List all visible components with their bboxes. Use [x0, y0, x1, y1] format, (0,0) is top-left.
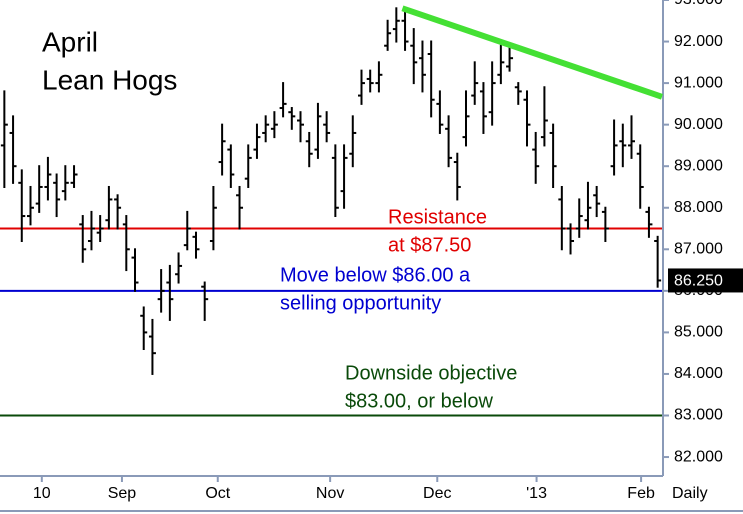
y-tick-label: 93.000 [674, 0, 723, 8]
last-price-box [668, 268, 743, 293]
annotation: at $87.50 [388, 234, 471, 256]
y-tick-label: 89.000 [674, 157, 723, 174]
y-tick-label: 87.000 [674, 241, 723, 258]
chart-title: Lean Hogs [42, 64, 177, 95]
y-tick-label: 83.000 [674, 407, 723, 424]
period-label: Daily [672, 485, 708, 502]
y-tick-label: 88.000 [674, 199, 723, 216]
annotation: $83.00, or below [345, 390, 493, 412]
x-tick-label: Feb [627, 485, 655, 502]
y-tick-label: 85.000 [674, 324, 723, 341]
x-tick-label: Oct [205, 485, 230, 502]
x-tick-label: '13 [526, 485, 547, 502]
annotation: Resistance [388, 206, 487, 228]
y-tick-label: 84.000 [674, 365, 723, 382]
annotation: Move below $86.00 a [280, 264, 471, 286]
annotation: selling opportunity [280, 292, 441, 314]
last-price-label: 86.250 [674, 273, 723, 290]
x-tick-label: 10 [33, 485, 51, 502]
y-tick-label: 90.000 [674, 116, 723, 133]
x-tick-label: Dec [423, 485, 451, 502]
x-tick-label: Sep [108, 485, 137, 502]
y-tick-label: 82.000 [674, 448, 723, 465]
y-tick-label: 91.000 [674, 74, 723, 91]
x-tick-label: Nov [316, 485, 344, 502]
chart-title: April [42, 26, 98, 57]
trendline [401, 5, 663, 100]
y-tick-label: 92.000 [674, 33, 723, 50]
annotation: Downside objective [345, 362, 517, 384]
